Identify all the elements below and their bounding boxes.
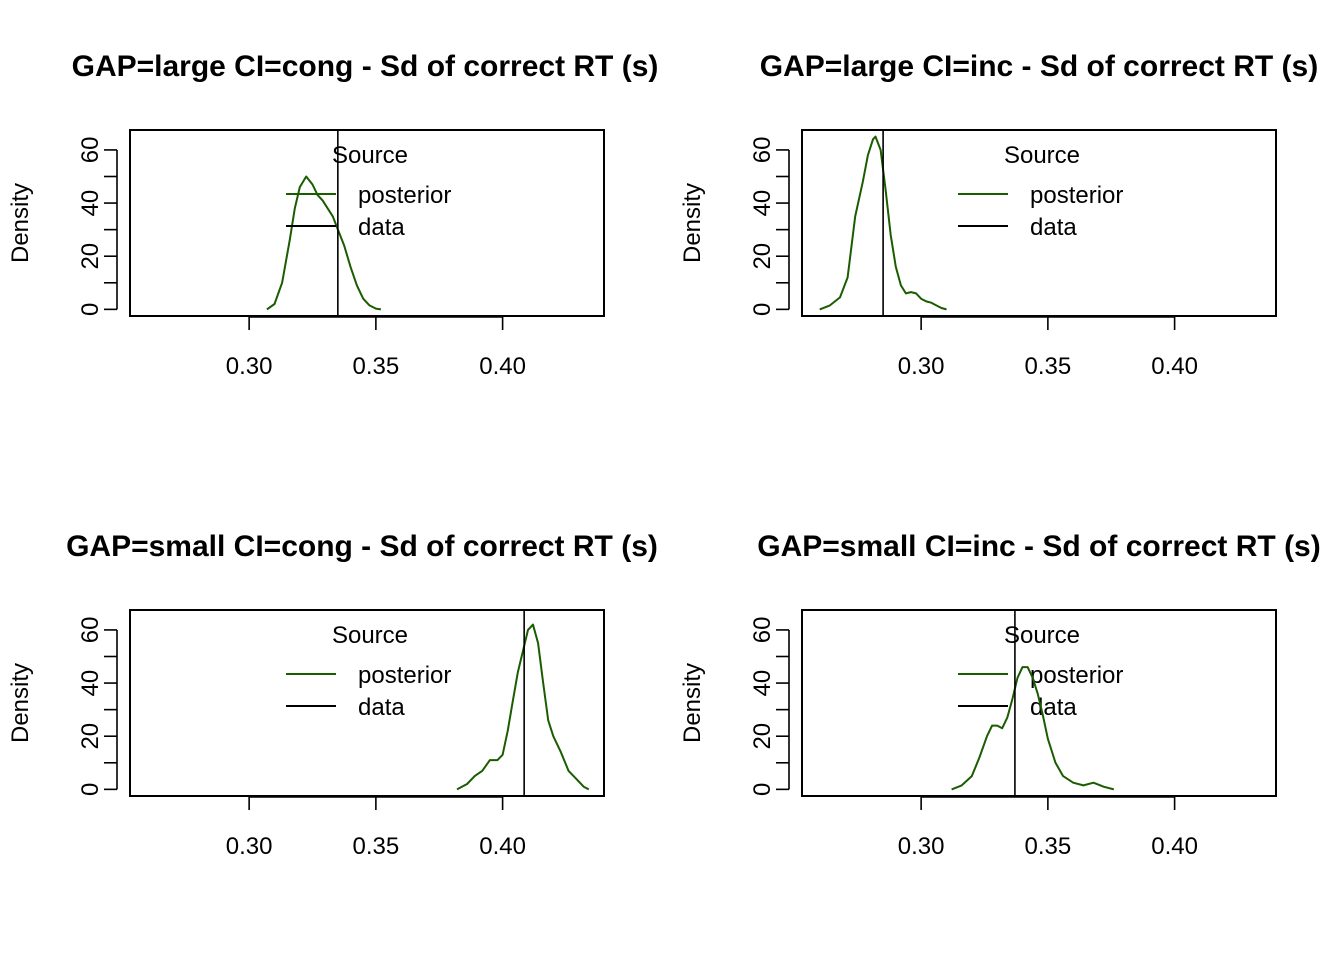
y-tick-label: 20 [77, 723, 104, 750]
y-tick-label: 60 [749, 617, 776, 644]
y-tick-label: 60 [749, 137, 776, 164]
x-tick-label: 0.35 [1025, 833, 1072, 860]
plot-frame [129, 609, 605, 797]
legend-label-posterior: posterior [1030, 662, 1123, 689]
legend-label-data: data [1030, 214, 1077, 241]
plot-frame [801, 129, 1277, 317]
y-tick-label: 40 [77, 190, 104, 217]
x-tick-label: 0.30 [898, 353, 945, 380]
y-axis-label: Density [7, 663, 34, 743]
y-tick-label: 0 [77, 783, 104, 796]
posterior-density-line [951, 666, 1115, 791]
y-axis-label: Density [679, 663, 706, 743]
y-tick-label: 40 [77, 670, 104, 697]
x-tick-label: 0.30 [898, 833, 945, 860]
y-tick-label: 60 [77, 617, 104, 644]
plot-frame [129, 129, 605, 317]
y-axis-label: Density [679, 183, 706, 263]
legend-label-data: data [358, 214, 405, 241]
x-tick-label: 0.40 [1151, 353, 1198, 380]
y-tick-label: 20 [77, 243, 104, 270]
x-tick-label: 0.35 [1025, 353, 1072, 380]
panel-gap-small-ci-cong: GAP=small CI=cong - Sd of correct RT (s)… [7, 530, 658, 860]
panel-title: GAP=small CI=inc - Sd of correct RT (s) [757, 530, 1320, 563]
legend-label-data: data [358, 694, 405, 721]
x-tick-label: 0.40 [479, 353, 526, 380]
panel-title: GAP=large CI=cong - Sd of correct RT (s) [72, 50, 659, 83]
legend-title: Source [332, 622, 408, 649]
panel-gap-large-ci-cong: GAP=large CI=cong - Sd of correct RT (s)… [7, 50, 658, 380]
y-axis-label: Density [7, 183, 34, 263]
x-tick-label: 0.30 [226, 833, 273, 860]
y-tick-label: 20 [749, 723, 776, 750]
x-tick-label: 0.30 [226, 353, 273, 380]
legend-title: Source [1004, 622, 1080, 649]
panel-title: GAP=small CI=cong - Sd of correct RT (s) [66, 530, 658, 563]
y-tick-label: 20 [749, 243, 776, 270]
x-tick-label: 0.40 [479, 833, 526, 860]
legend-label-data: data [1030, 694, 1077, 721]
legend-label-posterior: posterior [1030, 182, 1123, 209]
y-tick-label: 0 [749, 303, 776, 316]
x-tick-label: 0.40 [1151, 833, 1198, 860]
x-tick-label: 0.35 [353, 833, 400, 860]
posterior-density-line [819, 135, 947, 311]
y-tick-label: 0 [749, 783, 776, 796]
legend-title: Source [332, 142, 408, 169]
y-tick-label: 40 [749, 190, 776, 217]
legend-label-posterior: posterior [358, 662, 451, 689]
posterior-density-line [266, 175, 382, 311]
y-tick-label: 60 [77, 137, 104, 164]
y-tick-label: 40 [749, 670, 776, 697]
posterior-density-line [456, 623, 590, 791]
panel-title: GAP=large CI=inc - Sd of correct RT (s) [760, 50, 1318, 83]
plot-frame [801, 609, 1277, 797]
y-tick-label: 0 [77, 303, 104, 316]
x-tick-label: 0.35 [353, 353, 400, 380]
panel-gap-large-ci-inc: GAP=large CI=inc - Sd of correct RT (s) … [679, 50, 1318, 380]
legend-title: Source [1004, 142, 1080, 169]
legend-label-posterior: posterior [358, 182, 451, 209]
panel-gap-small-ci-inc: GAP=small CI=inc - Sd of correct RT (s) … [679, 530, 1321, 860]
